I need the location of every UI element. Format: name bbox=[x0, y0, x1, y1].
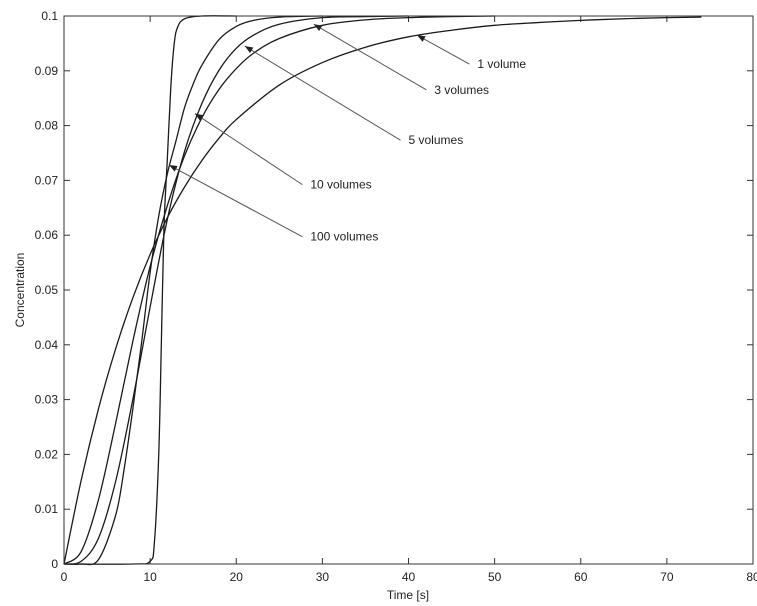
annotation-label: 100 volumes bbox=[310, 230, 378, 244]
annotation-arrow-line bbox=[244, 45, 401, 141]
x-tick-label: 40 bbox=[402, 570, 416, 584]
y-tick-label: 0.06 bbox=[35, 228, 59, 242]
annotation-label: 10 volumes bbox=[310, 178, 371, 192]
annotation-arrow-line bbox=[194, 113, 303, 186]
annotation-arrowhead bbox=[244, 46, 254, 54]
series-line-1 bbox=[63, 15, 495, 565]
annotation-arrowhead bbox=[194, 113, 204, 121]
annotation-arrow-line bbox=[313, 23, 427, 91]
annotation-label: 3 volumes bbox=[434, 83, 489, 97]
y-tick-label: 0.01 bbox=[35, 502, 59, 516]
series-line-2 bbox=[63, 15, 409, 565]
plot-frame bbox=[63, 15, 754, 565]
annotation-arrow-line bbox=[168, 164, 303, 238]
x-tick-label: 30 bbox=[316, 570, 330, 584]
x-axis-label: Time [s] bbox=[387, 588, 429, 602]
series-line-0 bbox=[63, 16, 702, 565]
y-tick-label: 0.05 bbox=[35, 283, 59, 297]
x-axis-ticks: 0 10 20 30 40 50 60 70 80 bbox=[61, 16, 757, 584]
x-tick-label: 50 bbox=[488, 570, 502, 584]
y-axis-label: Concentration bbox=[13, 253, 27, 328]
y-tick-label: 0.02 bbox=[35, 447, 59, 461]
annotation-arrow-line bbox=[416, 34, 470, 65]
series-line-4 bbox=[63, 15, 237, 565]
y-axis-ticks: 0 0.01 0.02 0.03 0.04 0.05 0.06 0.07 0.08 0.09 0.1 bbox=[35, 9, 753, 571]
annotation-label: 1 volume bbox=[477, 57, 526, 71]
x-tick-label: 20 bbox=[230, 570, 244, 584]
x-tick-label: 60 bbox=[574, 570, 588, 584]
y-tick-label: 0.09 bbox=[35, 64, 59, 78]
y-tick-label: 0 bbox=[51, 557, 58, 571]
x-tick-label: 0 bbox=[61, 570, 68, 584]
y-tick-label: 0.07 bbox=[35, 173, 59, 187]
series-line-3 bbox=[63, 15, 323, 566]
series-annotations: 1 volume 3 volumes 5 volumes 10 volumes 100 … bbox=[168, 23, 526, 244]
y-tick-label: 0.04 bbox=[35, 338, 59, 352]
annotation-arrowhead bbox=[417, 35, 426, 42]
x-tick-label: 80 bbox=[746, 570, 757, 584]
x-tick-label: 70 bbox=[660, 570, 674, 584]
y-tick-label: 0.1 bbox=[41, 9, 58, 23]
x-tick-label: 10 bbox=[143, 570, 157, 584]
y-tick-label: 0.08 bbox=[35, 119, 59, 133]
annotation-label: 5 volumes bbox=[409, 133, 464, 147]
annotation-arrowhead bbox=[313, 24, 323, 32]
annotation-arrowhead bbox=[169, 165, 178, 172]
y-tick-label: 0.03 bbox=[35, 393, 59, 407]
series-curves bbox=[63, 15, 702, 566]
